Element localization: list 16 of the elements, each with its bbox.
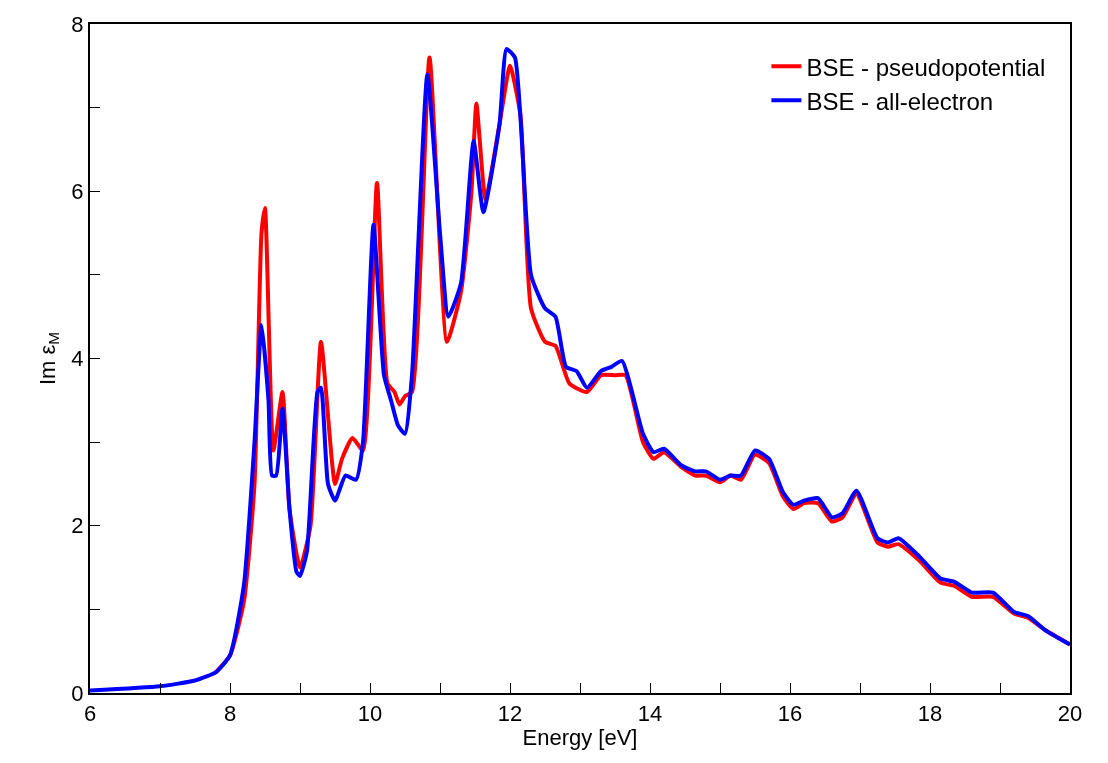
x-tick-label: 8 xyxy=(223,701,237,727)
x-tick-label: 20 xyxy=(1057,701,1083,727)
x-tick-label: 12 xyxy=(497,701,523,727)
x-tick-label: 14 xyxy=(637,701,663,727)
y-tick-label: 6 xyxy=(71,178,84,204)
x-tick-label: 16 xyxy=(777,701,803,727)
legend-label: BSE - pseudopotential xyxy=(806,53,1046,81)
x-axis-title: Energy [eV] xyxy=(522,724,638,750)
y-tick-label: 4 xyxy=(71,346,84,372)
legend-label: BSE - all-electron xyxy=(806,87,994,115)
x-tick-label: 18 xyxy=(917,701,943,727)
y-tick-label: 2 xyxy=(71,513,84,539)
x-tick-label: 10 xyxy=(357,701,383,727)
y-tick-label: 0 xyxy=(71,680,84,706)
line-series xyxy=(90,47,1070,693)
y-tick-label: 8 xyxy=(71,11,84,37)
